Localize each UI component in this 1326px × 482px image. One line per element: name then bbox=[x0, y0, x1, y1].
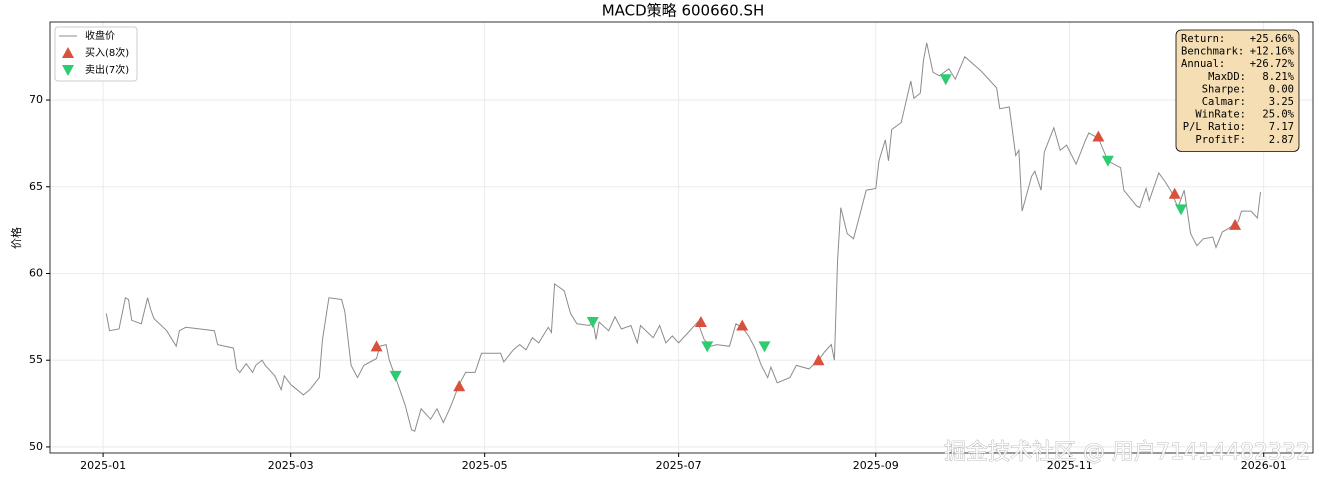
x-tick-label: 2025-03 bbox=[268, 459, 314, 472]
sell-marker bbox=[586, 317, 599, 329]
stats-label: Return: bbox=[1181, 33, 1225, 45]
chart-title: MACD策略 600660.SH bbox=[602, 2, 765, 20]
x-tick-label: 2025-07 bbox=[656, 459, 702, 472]
stats-value: +12.16% bbox=[1250, 46, 1295, 58]
buy-marker bbox=[370, 340, 383, 352]
legend-label: 买入(8次) bbox=[85, 46, 129, 59]
stats-value: 0.00 bbox=[1269, 83, 1294, 95]
buy-marker bbox=[1092, 130, 1105, 142]
stats-label: WinRate: bbox=[1195, 109, 1246, 121]
stats-label: Calmar: bbox=[1202, 96, 1246, 108]
y-tick-label: 50 bbox=[29, 440, 43, 453]
plot-frame bbox=[49, 21, 1314, 454]
stats-label: P/L Ratio: bbox=[1183, 121, 1246, 133]
stats-value: 2.87 bbox=[1269, 134, 1294, 146]
x-tick-label: 2025-11 bbox=[1047, 459, 1093, 472]
stats-label: MaxDD: bbox=[1208, 71, 1246, 83]
legend-swatch bbox=[62, 47, 74, 58]
buy-marker bbox=[1168, 187, 1181, 199]
y-tick-label: 60 bbox=[29, 266, 43, 279]
stats-value: 8.21% bbox=[1262, 71, 1294, 83]
sell-marker bbox=[1101, 155, 1114, 167]
stats-label: Sharpe: bbox=[1202, 83, 1246, 95]
buy-marker bbox=[694, 316, 707, 328]
buy-marker bbox=[453, 380, 466, 392]
stats-value: 3.25 bbox=[1269, 96, 1294, 108]
stats-label: ProfitF: bbox=[1195, 134, 1246, 146]
stats-value: +25.66% bbox=[1250, 33, 1295, 45]
y-tick-label: 55 bbox=[29, 353, 43, 366]
buy-marker bbox=[812, 354, 825, 366]
legend-swatch bbox=[62, 65, 74, 76]
sell-marker bbox=[1175, 204, 1188, 216]
sell-marker bbox=[939, 74, 952, 86]
legend-label: 收盘价 bbox=[85, 29, 115, 42]
legend-box bbox=[54, 26, 138, 82]
x-tick-label: 2025-01 bbox=[80, 459, 126, 472]
x-tick-label: 2026-01 bbox=[1241, 459, 1287, 472]
stats-value: 25.0% bbox=[1262, 109, 1294, 121]
sell-marker bbox=[758, 341, 771, 353]
sell-marker bbox=[701, 341, 714, 353]
price-line bbox=[105, 42, 1261, 433]
stats-label: Annual: bbox=[1181, 58, 1225, 70]
sell-marker bbox=[389, 370, 402, 382]
stats-value: 7.17 bbox=[1269, 121, 1294, 133]
stats-label: Benchmark: bbox=[1181, 46, 1244, 58]
stats-box bbox=[1175, 29, 1300, 152]
legend-label: 卖出(7次) bbox=[85, 63, 129, 76]
x-tick-label: 2025-09 bbox=[853, 459, 899, 472]
x-tick-label: 2025-05 bbox=[462, 459, 508, 472]
stats-value: +26.72% bbox=[1250, 58, 1295, 70]
y-axis-label: 价格 bbox=[9, 227, 23, 249]
y-tick-label: 70 bbox=[29, 93, 43, 106]
y-tick-label: 65 bbox=[29, 180, 43, 193]
buy-marker bbox=[1229, 218, 1242, 230]
watermark: 掘金技术社区 @ 用户71414482332 bbox=[944, 440, 1310, 465]
buy-marker bbox=[736, 319, 749, 331]
